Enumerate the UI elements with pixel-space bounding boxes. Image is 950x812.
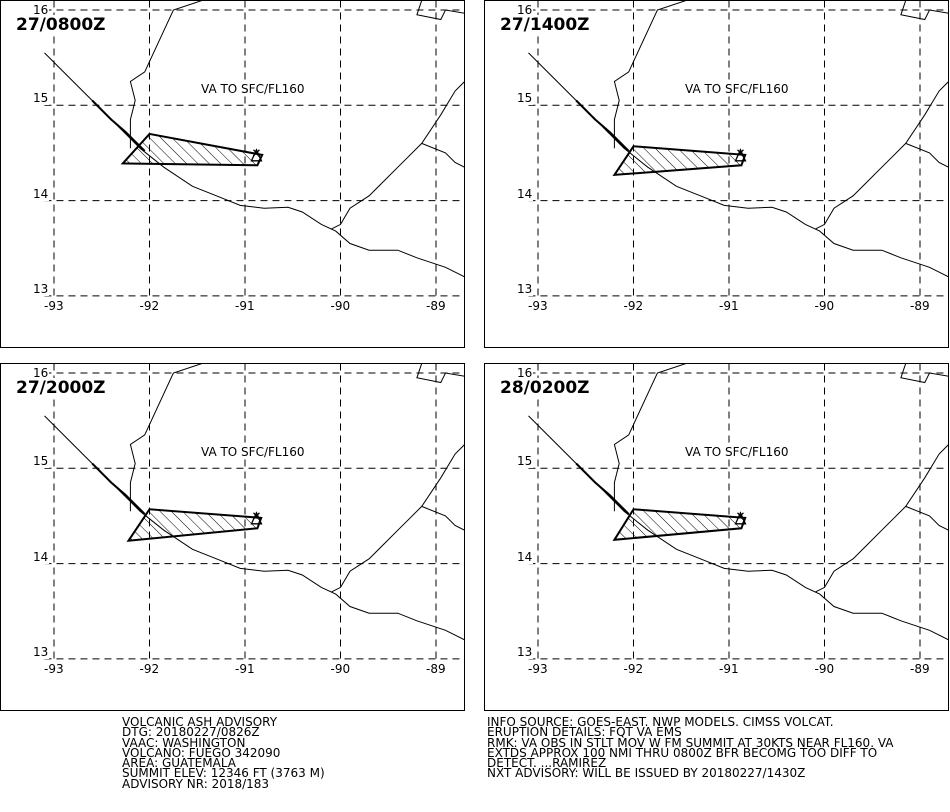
- advisory-header-block: VOLCANIC ASH ADVISORY DTG: 20180227/0826Z…: [122, 715, 325, 791]
- longitude-label: -90: [813, 661, 836, 676]
- ash-height-label: VA TO SFC/FL160: [201, 82, 305, 96]
- map-canvas: [44, 1, 464, 301]
- longitude-label: -92: [622, 298, 645, 313]
- advisory-line: AREA: GUATEMALA: [122, 756, 236, 771]
- longitude-label: -91: [234, 661, 256, 676]
- advisory-line: EXTDS APPROX 100 NMI THRU 0800Z BFR BECO…: [487, 745, 878, 760]
- latitude-label: 15: [516, 454, 534, 469]
- mexico-guatemala-border: [613, 1, 687, 149]
- latitude-label: 16: [516, 366, 534, 380]
- latitude-label: 15: [516, 91, 534, 106]
- longitude-label: -93: [43, 661, 65, 676]
- ash-cloud-polygon: [612, 145, 747, 177]
- advisory-line: INFO SOURCE: GOES-EAST. NWP MODELS. CIMS…: [487, 715, 834, 729]
- advisory-line: ERUPTION DETAILS: FQT VA EMS: [487, 725, 682, 740]
- longitude-label: -92: [138, 661, 161, 676]
- forecast-time-label: 27/0800Z: [14, 15, 108, 35]
- longitude-label: -92: [138, 298, 161, 313]
- map-canvas: [528, 1, 948, 301]
- forecast-time-label: 27/1400Z: [498, 15, 592, 35]
- latitude-label: 13: [32, 281, 50, 296]
- forecast-time-label: 27/2000Z: [14, 378, 108, 398]
- ash-cloud-polygon: [612, 508, 747, 541]
- longitude-label: -89: [425, 661, 447, 676]
- advisory-line: VAAC: WASHINGTON: [122, 735, 246, 750]
- map-canvas: [528, 364, 948, 664]
- forecast-map-panel-3: 27/2000Z VA TO SFC/FL160 16 15 14 13 -93 -92 -…: [0, 363, 465, 711]
- advisory-details-block: INFO SOURCE: GOES-EAST. NWP MODELS. CIMS…: [487, 715, 894, 781]
- ash-height-label: VA TO SFC/FL160: [685, 445, 789, 459]
- coastline: [44, 52, 464, 278]
- advisory-line: ADVISORY NR: 2018/183: [122, 776, 270, 791]
- volcano-triangle-icon: [734, 148, 747, 162]
- latitude-label: 13: [516, 281, 534, 296]
- mexico-guatemala-border: [129, 364, 203, 512]
- longitude-label: -93: [43, 298, 65, 313]
- northern-border: [416, 364, 464, 384]
- longitude-label: -93: [527, 298, 549, 313]
- ash-cloud-polygon: [126, 508, 263, 542]
- guatemala-honduras-border: [814, 444, 948, 593]
- longitude-label: -91: [718, 298, 740, 313]
- longitude-label: -91: [718, 661, 740, 676]
- longitude-label: -93: [527, 661, 549, 676]
- northern-border: [900, 1, 948, 21]
- ash-cloud-polygon: [120, 132, 264, 167]
- longitude-label: -91: [234, 298, 256, 313]
- advisory-line: VOLCANIC ASH ADVISORY: [122, 715, 278, 729]
- latitude-label: 16: [516, 3, 534, 17]
- guatemala-honduras-border: [330, 81, 464, 230]
- longitude-label: -90: [329, 298, 352, 313]
- advisory-line: DTG: 20180227/0826Z: [122, 725, 260, 740]
- volcano-triangle-icon: [250, 511, 263, 525]
- latitude-label: 14: [516, 549, 534, 564]
- longitude-label: -89: [909, 298, 931, 313]
- el-salvador-honduras-border: [421, 142, 464, 168]
- northern-border: [900, 364, 948, 384]
- advisory-line: VOLCANO: FUEGO 342090: [122, 745, 281, 760]
- longitude-label: -90: [329, 661, 352, 676]
- latitude-label: 13: [516, 644, 534, 659]
- forecast-map-panel-2: 27/1400Z VA TO SFC/FL160 16 15 14 13 -93 -92 -…: [484, 0, 949, 348]
- el-salvador-honduras-border: [905, 505, 948, 531]
- guatemala-honduras-border: [330, 444, 464, 593]
- longitude-label: -92: [622, 661, 645, 676]
- advisory-line: NXT ADVISORY: WILL BE ISSUED BY 20180227…: [487, 766, 806, 781]
- latitude-label: 15: [32, 454, 50, 469]
- coastline: [528, 52, 948, 278]
- forecast-map-panel-4: 28/0200Z VA TO SFC/FL160 16 15 14 13 -93 -92 -…: [484, 363, 949, 711]
- forecast-map-panel-1: 27/0800Z VA TO SFC/FL160 16 15 14 13 -93 -92 -…: [0, 0, 465, 348]
- ash-trail-line: [91, 462, 146, 515]
- el-salvador-honduras-border: [905, 142, 948, 168]
- guatemala-honduras-border: [814, 81, 948, 230]
- latitude-label: 13: [32, 644, 50, 659]
- coastline: [528, 415, 948, 641]
- latitude-label: 14: [516, 186, 534, 201]
- ash-trail-line: [91, 99, 146, 152]
- latitude-label: 14: [32, 186, 50, 201]
- volcano-triangle-icon: [734, 511, 747, 525]
- mexico-guatemala-border: [129, 1, 203, 149]
- latitude-label: 14: [32, 549, 50, 564]
- northern-border: [416, 1, 464, 21]
- latitude-label: 15: [32, 91, 50, 106]
- coastline: [44, 415, 464, 641]
- ash-height-label: VA TO SFC/FL160: [685, 82, 789, 96]
- latitude-label: 16: [32, 366, 50, 380]
- el-salvador-honduras-border: [421, 505, 464, 531]
- longitude-label: -89: [425, 298, 447, 313]
- ash-trail-line: [575, 462, 630, 515]
- volcano-triangle-icon: [250, 148, 263, 162]
- advisory-line: RMK: VA OBS IN STLT MOV W FM SUMMIT AT 3…: [487, 735, 894, 750]
- latitude-label: 16: [32, 3, 50, 17]
- longitude-label: -90: [813, 298, 836, 313]
- advisory-line: SUMMIT ELEV: 12346 FT (3763 M): [122, 766, 325, 781]
- longitude-label: -89: [909, 661, 931, 676]
- ash-trail-line: [575, 99, 630, 152]
- forecast-time-label: 28/0200Z: [498, 378, 592, 398]
- ash-height-label: VA TO SFC/FL160: [201, 445, 305, 459]
- advisory-line: DETECT. ...RAMIREZ: [487, 756, 607, 771]
- map-canvas: [44, 364, 464, 664]
- mexico-guatemala-border: [613, 364, 687, 512]
